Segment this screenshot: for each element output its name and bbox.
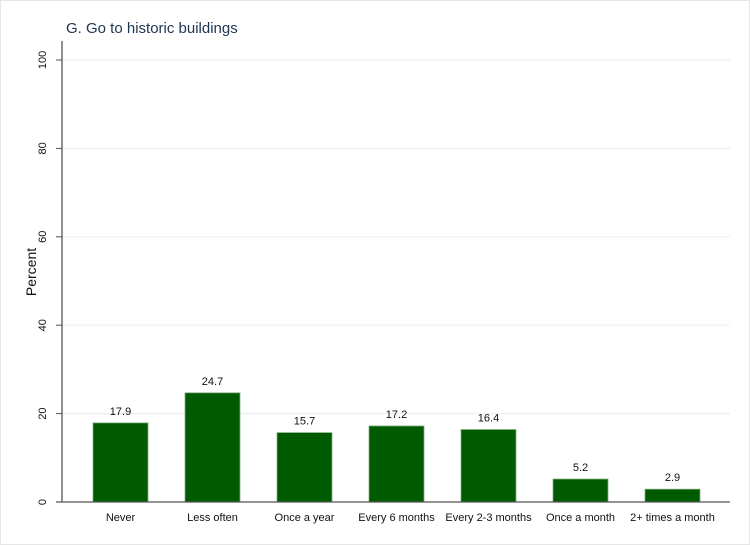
bar-value-label: 17.9 — [110, 406, 131, 418]
bar-value-label: 2.9 — [665, 472, 680, 484]
bar — [644, 488, 701, 503]
y-tick-label: 20 — [37, 407, 49, 419]
x-tick-label: Once a month — [546, 512, 615, 524]
bar-value-label: 24.7 — [202, 376, 223, 388]
y-tick-label: 40 — [37, 319, 49, 331]
x-tick-label: Once a year — [275, 512, 335, 524]
x-tick-label: Every 6 months — [358, 512, 435, 524]
x-tick-label: Every 2-3 months — [445, 512, 532, 524]
chart-title: G. Go to historic buildings — [66, 20, 238, 37]
bar — [276, 432, 333, 503]
y-tick-label: 0 — [37, 499, 49, 505]
bar — [92, 422, 149, 503]
bar — [460, 429, 517, 503]
bar — [368, 425, 425, 503]
x-tick-label: Less often — [187, 512, 238, 524]
bar-value-label: 5.2 — [573, 462, 588, 474]
y-tick-label: 60 — [37, 231, 49, 243]
y-axis-label: Percent — [23, 248, 39, 296]
x-tick-label: 2+ times a month — [630, 512, 715, 524]
bar — [184, 392, 241, 503]
y-tick-label: 80 — [37, 142, 49, 154]
y-tick-label: 100 — [37, 51, 49, 69]
bar-value-label: 16.4 — [478, 413, 499, 425]
bar-value-label: 15.7 — [294, 416, 315, 428]
x-tick-label: Never — [106, 512, 136, 524]
bar — [552, 478, 609, 503]
bar-value-label: 17.2 — [386, 409, 407, 421]
